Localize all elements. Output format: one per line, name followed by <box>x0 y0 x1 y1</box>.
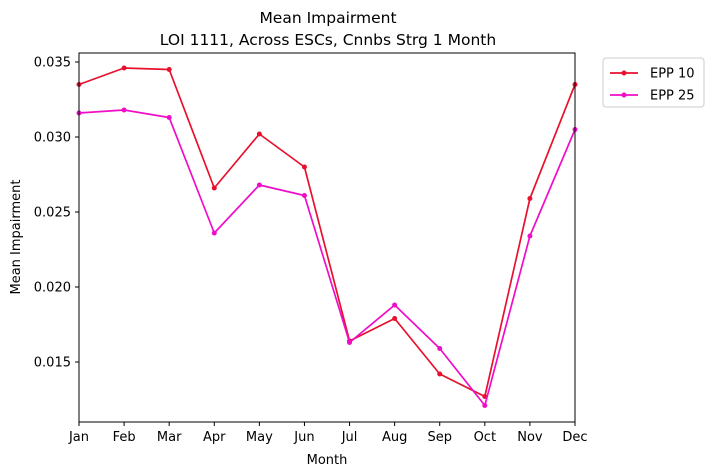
y-tick-label: 0.020 <box>34 281 71 296</box>
data-point <box>256 182 262 188</box>
chart-subtitle: LOI 1111, Across ESCs, Cnnbs Strg 1 Mont… <box>160 31 496 49</box>
x-tick-label: Dec <box>562 430 587 445</box>
x-axis: Jan Feb Mar Apr May Jun Jul Aug Sep Oct Nov Dec <box>68 422 588 445</box>
data-point <box>527 196 533 201</box>
data-point <box>437 346 443 351</box>
y-tick-label: 0.030 <box>34 131 71 146</box>
legend-marker <box>621 92 627 98</box>
data-point <box>301 193 307 198</box>
x-tick-label: Oct <box>474 430 496 445</box>
series-line-1 <box>78 67 576 398</box>
x-tick-label: Aug <box>382 430 407 445</box>
data-point <box>392 302 398 308</box>
x-tick-label: Jul <box>341 430 358 445</box>
y-tick-label: 0.035 <box>34 56 71 71</box>
data-point <box>347 340 353 345</box>
data-point <box>392 316 398 321</box>
x-tick-label: Apr <box>203 430 226 445</box>
legend: EPP 10 EPP 25 <box>602 57 705 108</box>
legend-label: EPP 25 <box>650 89 695 104</box>
legend-label: EPP 10 <box>650 67 695 82</box>
data-point <box>482 403 488 408</box>
plot-frame <box>78 52 576 423</box>
x-tick-label: Feb <box>113 430 136 445</box>
x-axis-label: Month <box>307 453 348 468</box>
x-tick-label: Jun <box>293 430 314 445</box>
series-layer <box>76 65 578 408</box>
data-point <box>301 164 307 170</box>
data-point <box>437 371 443 377</box>
data-point <box>211 230 217 236</box>
data-point <box>121 65 127 71</box>
x-tick-label: Sep <box>427 430 452 445</box>
y-axis-label: Mean Impairment <box>9 180 24 295</box>
x-tick-label: Nov <box>517 430 543 445</box>
data-point <box>527 233 533 239</box>
legend-marker <box>621 70 627 76</box>
y-tick-label: 0.025 <box>34 206 71 221</box>
series-line-2 <box>78 109 576 407</box>
x-tick-label: May <box>246 430 273 445</box>
data-point <box>256 131 262 137</box>
x-tick-label: Mar <box>157 430 182 445</box>
chart-title: Mean Impairment <box>259 9 396 27</box>
data-point <box>166 67 172 72</box>
y-axis: 0.015 0.020 0.025 0.030 0.035 <box>34 56 79 371</box>
data-point <box>166 115 172 120</box>
data-point <box>121 107 127 113</box>
y-tick-label: 0.015 <box>34 356 71 371</box>
data-point <box>211 185 217 191</box>
x-tick-label: Jan <box>68 430 89 445</box>
